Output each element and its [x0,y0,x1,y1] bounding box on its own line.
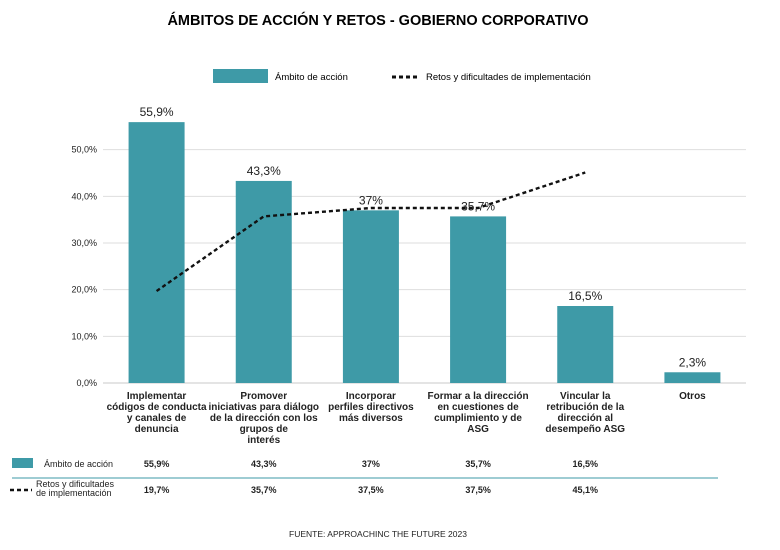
bar [664,372,721,383]
bar [342,210,399,383]
bar-data-label: 35,7% [461,199,495,213]
category-label: Vincular la retribución de la dirección al… [545,391,625,435]
bar-data-labels: 55,9% 43,3% 37% 35,7% 16,5% 2,3% [140,105,707,369]
y-tick-label: 20,0% [71,285,97,295]
table-cell: 45,1% [572,485,598,495]
line-series [155,171,586,293]
table-cell: 37,5% [358,485,384,495]
y-axis: 0,0% 10,0% 20,0% 30,0% 40,0% 50,0% [71,145,97,388]
legend: Ámbito de acción Retos y dificultades de… [213,69,591,83]
data-table: Ámbito de acción Retos y dificultades de i… [10,458,718,498]
table-cell: 37% [362,459,380,469]
category-label: Incorporar perfiles directivos más diverso… [328,391,414,424]
legend-label-bar: Ámbito de acción [275,72,348,83]
legend-swatch-bar [213,69,268,83]
bar [450,216,507,383]
y-grid [103,149,746,384]
table-cell: 16,5% [572,459,598,469]
category-label: Formar a la dirección en cuestiones de cum… [428,391,529,435]
table-row-label: Ámbito de acción [44,459,113,469]
table-cell: 35,7% [465,459,491,469]
table-cell: 43,3% [251,459,277,469]
bar [235,180,292,383]
bar-data-label: 43,3% [247,164,281,178]
y-tick-label: 40,0% [71,191,97,201]
table-cell: 37,5% [465,485,491,495]
y-tick-label: 10,0% [71,331,97,341]
category-label: Implementar códigos de conducta y canales … [107,391,207,435]
bar [557,306,614,383]
table-cell: 19,7% [144,485,170,495]
bar-data-label: 37% [359,193,383,207]
bar-data-label: 16,5% [568,289,602,303]
table-swatch-bar [12,458,33,468]
bar [128,122,185,383]
table-cell: 55,9% [144,459,170,469]
table-row-label: Retos y dificultades de implementación [36,479,115,498]
source-note: FUENTE: APPROACHINC THE FUTURE 2023 [289,529,467,539]
chart-title: ÁMBITOS DE ACCIÓN Y RETOS - GOBIERNO COR… [167,11,588,29]
y-tick-label: 50,0% [71,145,97,155]
bar-data-label: 2,3% [679,355,707,369]
y-tick-label: 30,0% [71,238,97,248]
legend-label-line: Retos y dificultades de implementación [426,72,591,83]
bar-series [128,122,721,383]
category-label: Promover iniciativas para diálogo de la di… [208,391,319,446]
category-label: Otros [679,391,706,402]
bar-data-label: 55,9% [140,105,174,119]
x-axis-labels: Implementar códigos de conducta y canales … [107,391,707,446]
table-cell: 35,7% [251,485,277,495]
y-tick-label: 0,0% [76,378,97,388]
